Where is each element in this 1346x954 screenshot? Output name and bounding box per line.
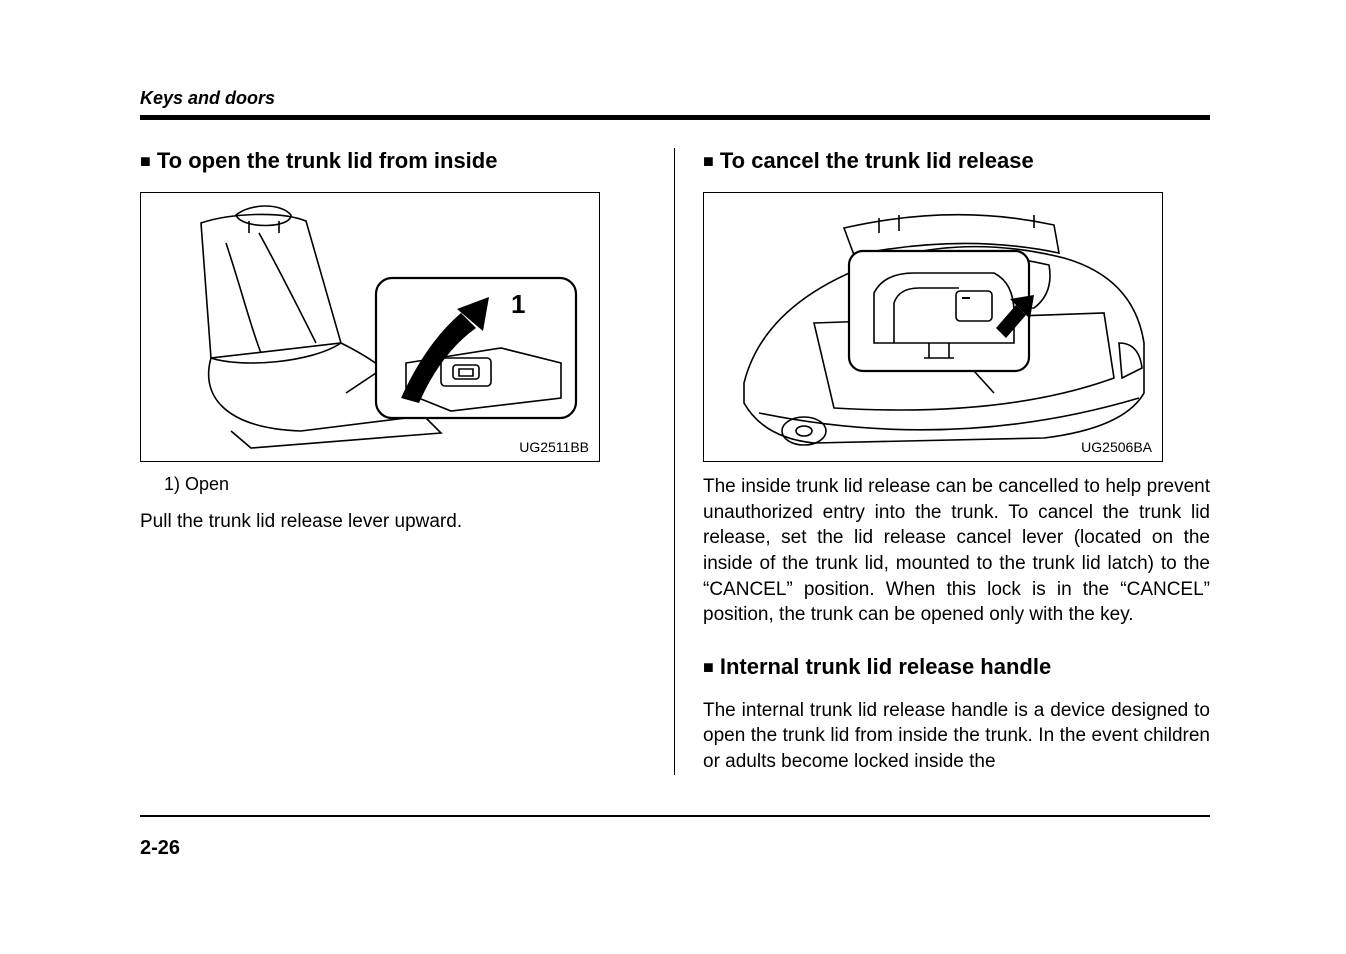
square-marker-icon: ■: [140, 151, 151, 172]
footer-rule: [140, 815, 1210, 817]
svg-text:1: 1: [511, 289, 525, 319]
manual-page: Keys and doors ■ To open the trunk lid fr…: [140, 88, 1210, 860]
page-number: 2-26: [140, 837, 1210, 860]
right-heading-2: ■ Internal trunk lid release handle: [703, 654, 1210, 680]
right-body-1: The inside trunk lid release can be canc…: [703, 474, 1210, 628]
left-heading: ■ To open the trunk lid from inside: [140, 148, 646, 174]
figure-caption-left: 1) Open: [164, 474, 646, 495]
square-marker-icon: ■: [703, 657, 714, 678]
header-rule: [140, 115, 1210, 120]
right-heading-2-text: Internal trunk lid release handle: [720, 654, 1051, 679]
left-heading-text: To open the trunk lid from inside: [157, 148, 498, 173]
figure-trunk-cancel: UG2506BA: [703, 192, 1163, 462]
right-column: ■ To cancel the trunk lid release: [675, 148, 1210, 775]
two-column-layout: ■ To open the trunk lid from inside: [140, 148, 1210, 775]
left-body-text: Pull the trunk lid release lever upward.: [140, 509, 646, 535]
square-marker-icon: ■: [703, 151, 714, 172]
left-column: ■ To open the trunk lid from inside: [140, 148, 675, 775]
right-heading-1: ■ To cancel the trunk lid release: [703, 148, 1210, 174]
section-header: Keys and doors: [140, 88, 1210, 109]
figure-code-right: UG2506BA: [1081, 439, 1152, 455]
right-heading-1-text: To cancel the trunk lid release: [720, 148, 1034, 173]
figure-code-left: UG2511BB: [519, 439, 589, 455]
right-body-2: The internal trunk lid release handle is…: [703, 698, 1210, 775]
figure-trunk-release-inside: 1 1 UG2511BB: [140, 192, 600, 462]
